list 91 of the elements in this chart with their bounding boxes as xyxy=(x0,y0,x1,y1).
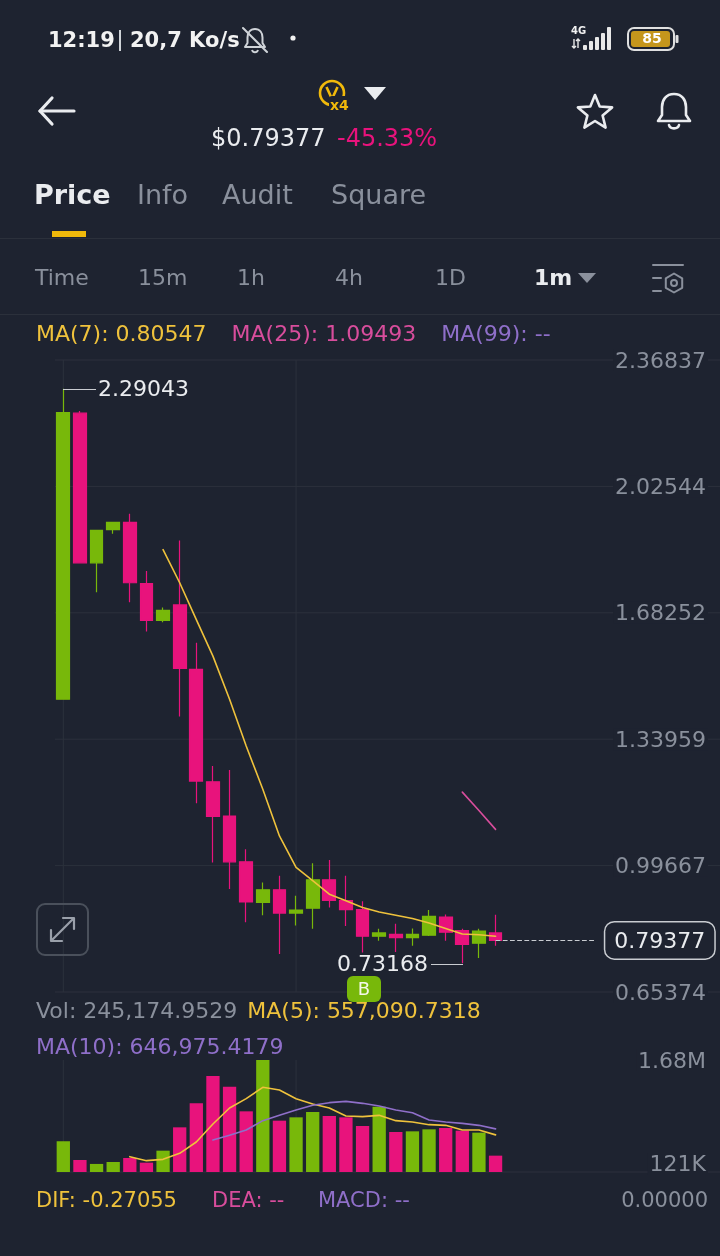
y-tick-label: 121K xyxy=(649,1151,707,1177)
y-tick-label: 1.68252 xyxy=(615,600,706,626)
bar xyxy=(189,1103,203,1172)
text: 12:19 xyxy=(48,27,115,53)
bar xyxy=(272,1120,287,1172)
bar xyxy=(439,1128,453,1172)
annotation: 2.29043 xyxy=(98,375,189,403)
candlestick xyxy=(288,895,304,927)
bar xyxy=(106,1162,120,1172)
text: 1m xyxy=(534,264,573,292)
bar xyxy=(405,1131,420,1172)
text: Price xyxy=(34,178,111,212)
candlestick xyxy=(488,914,503,947)
candlestick xyxy=(255,881,271,916)
text: Time xyxy=(35,264,89,292)
text: x4 xyxy=(329,96,350,114)
bar xyxy=(139,1162,154,1172)
series-label: Vol: 245,174.9529 xyxy=(36,998,238,1023)
text: MA(7): 0.80547 xyxy=(36,321,207,346)
text: 1D xyxy=(435,264,466,292)
bar xyxy=(355,1126,370,1172)
bar xyxy=(306,1112,320,1172)
bar xyxy=(123,1158,137,1172)
candlestick xyxy=(72,410,88,564)
bar xyxy=(222,1086,237,1172)
label-tag: B xyxy=(347,976,381,1002)
candlestick xyxy=(188,642,204,804)
candlestick xyxy=(338,875,354,927)
bar xyxy=(322,1116,336,1172)
candlestick xyxy=(205,765,221,864)
candlestick xyxy=(222,769,237,890)
bar xyxy=(389,1132,403,1172)
candlestick xyxy=(371,928,387,942)
line-series xyxy=(129,1086,497,1162)
text: 15m xyxy=(138,264,188,292)
y-tick-label: 1.68M xyxy=(638,1047,706,1073)
candlestick xyxy=(305,862,321,930)
candlestick xyxy=(238,848,254,923)
y-tick-label: 0.99667 xyxy=(615,853,706,879)
bar xyxy=(73,1160,87,1172)
text: MA(25): 1.09493 xyxy=(231,321,417,346)
candlestick xyxy=(272,875,287,955)
bar xyxy=(56,1141,70,1172)
candlestick xyxy=(122,513,138,603)
text: MACD: -- xyxy=(318,1187,410,1213)
candlestick xyxy=(89,529,104,593)
candlestick xyxy=(388,923,404,953)
candlestick xyxy=(105,521,121,535)
text: 0.00000 xyxy=(621,1187,708,1213)
candlestick xyxy=(172,539,188,718)
text: DIF: -0.27055 xyxy=(36,1187,177,1213)
bar xyxy=(256,1060,270,1172)
candlestick xyxy=(155,606,171,623)
bar xyxy=(239,1111,253,1172)
ref-line-label: 0.79377 xyxy=(614,927,706,953)
y-tick-label: 2.36837 xyxy=(615,347,706,373)
candlestick xyxy=(139,570,154,633)
text: 1h xyxy=(237,264,265,292)
y-tick-label: 0.65374 xyxy=(615,979,706,1005)
bar xyxy=(372,1106,386,1172)
bar xyxy=(488,1155,503,1172)
bar xyxy=(206,1076,220,1172)
legend-label: MA(99): -- xyxy=(441,321,551,346)
text: MA(10): 646,975.4179 xyxy=(36,1034,284,1059)
bar xyxy=(289,1117,303,1172)
line-series xyxy=(212,1100,497,1141)
text: 4G xyxy=(571,23,587,37)
bar xyxy=(472,1132,486,1172)
text: 20,7 Ko/s xyxy=(130,27,240,53)
candlestick xyxy=(321,859,337,909)
candlestick xyxy=(355,900,370,954)
y-tick-label: 2.02544 xyxy=(615,473,706,499)
text: $0.79377 xyxy=(211,123,326,153)
bar xyxy=(89,1163,104,1172)
candlestick xyxy=(421,909,437,937)
line-series xyxy=(162,548,497,938)
bar xyxy=(422,1129,436,1172)
text: -45.33% xyxy=(337,123,438,153)
text: Audit xyxy=(222,178,293,212)
annotation: 0.73168 xyxy=(337,950,428,978)
text: DEA: -- xyxy=(212,1187,285,1213)
bar xyxy=(173,1127,187,1172)
text: Info xyxy=(137,178,189,212)
text: 85 xyxy=(642,29,662,47)
bar xyxy=(455,1130,469,1172)
candlestick xyxy=(405,927,420,947)
bar xyxy=(156,1150,170,1172)
text: Square xyxy=(331,178,427,212)
y-tick-label: 1.33959 xyxy=(615,726,706,752)
text: 4h xyxy=(335,264,363,292)
bar xyxy=(339,1117,353,1172)
